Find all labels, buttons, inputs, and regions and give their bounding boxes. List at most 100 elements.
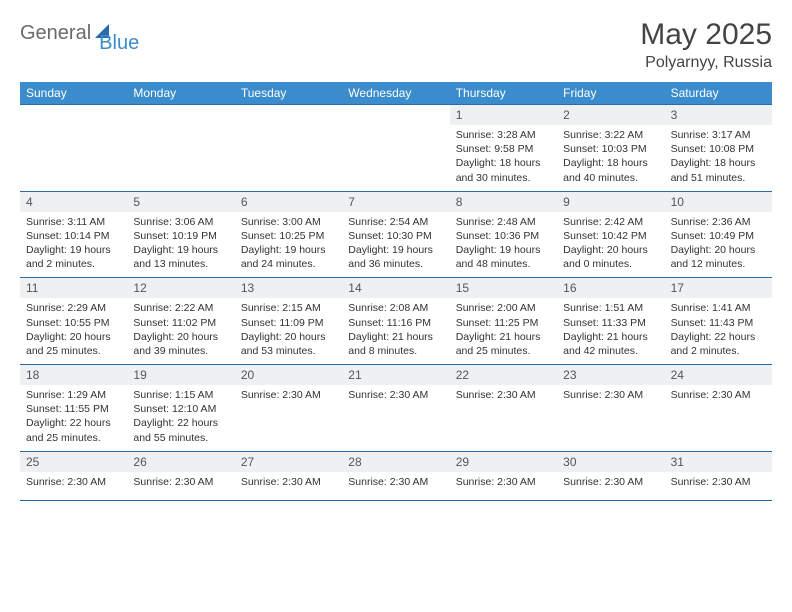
day-cell: 19Sunrise: 1:15 AMSunset: 12:10 AMDaylig… [127, 365, 234, 451]
day-cell: 17Sunrise: 1:41 AMSunset: 11:43 PMDaylig… [665, 278, 772, 364]
day-number: 11 [20, 278, 127, 298]
day-cell: 29Sunrise: 2:30 AM [450, 452, 557, 500]
day-cell: 14Sunrise: 2:08 AMSunset: 11:16 PMDaylig… [342, 278, 449, 364]
day-cell: 16Sunrise: 1:51 AMSunset: 11:33 PMDaylig… [557, 278, 664, 364]
day-number: 16 [557, 278, 664, 298]
day-number: 26 [127, 452, 234, 472]
day-number: 21 [342, 365, 449, 385]
day-cell: 28Sunrise: 2:30 AM [342, 452, 449, 500]
day-header: Wednesday [342, 82, 449, 104]
day-cell: 20Sunrise: 2:30 AM [235, 365, 342, 451]
week-row: 11Sunrise: 2:29 AMSunset: 10:55 PMDaylig… [20, 277, 772, 364]
day-number: 31 [665, 452, 772, 472]
day-body: Sunrise: 2:54 AMSunset: 10:30 PMDaylight… [342, 212, 449, 278]
day-body: Sunrise: 2:30 AM [342, 385, 449, 408]
day-number: 7 [342, 192, 449, 212]
day-header: Thursday [450, 82, 557, 104]
day-header: Tuesday [235, 82, 342, 104]
day-body: Sunrise: 2:29 AMSunset: 10:55 PMDaylight… [20, 298, 127, 364]
day-number: 14 [342, 278, 449, 298]
day-number: 15 [450, 278, 557, 298]
location: Polyarnyy, Russia [640, 54, 772, 72]
calendar: SundayMondayTuesdayWednesdayThursdayFrid… [20, 82, 772, 501]
day-number: 20 [235, 365, 342, 385]
day-body: Sunrise: 3:06 AMSunset: 10:19 PMDaylight… [127, 212, 234, 278]
day-body: Sunrise: 2:30 AM [127, 472, 234, 495]
logo-blue: Blue [99, 32, 139, 55]
day-body: Sunrise: 2:42 AMSunset: 10:42 PMDaylight… [557, 212, 664, 278]
day-body: Sunrise: 1:41 AMSunset: 11:43 PMDaylight… [665, 298, 772, 364]
day-body: Sunrise: 3:00 AMSunset: 10:25 PMDaylight… [235, 212, 342, 278]
day-cell: 12Sunrise: 2:22 AMSunset: 11:02 PMDaylig… [127, 278, 234, 364]
logo: General Blue [20, 18, 139, 45]
day-body: Sunrise: 2:30 AM [557, 385, 664, 408]
day-body: Sunrise: 3:22 AMSunset: 10:03 PMDaylight… [557, 125, 664, 191]
day-body: Sunrise: 2:30 AM [342, 472, 449, 495]
day-cell [20, 105, 127, 191]
day-cell: 15Sunrise: 2:00 AMSunset: 11:25 PMDaylig… [450, 278, 557, 364]
day-body: Sunrise: 2:30 AM [20, 472, 127, 495]
day-cell: 18Sunrise: 1:29 AMSunset: 11:55 PMDaylig… [20, 365, 127, 451]
day-cell [342, 105, 449, 191]
day-cell: 26Sunrise: 2:30 AM [127, 452, 234, 500]
day-body: Sunrise: 2:30 AM [665, 385, 772, 408]
day-cell [127, 105, 234, 191]
day-number: 28 [342, 452, 449, 472]
day-body: Sunrise: 2:30 AM [665, 472, 772, 495]
day-number: 6 [235, 192, 342, 212]
day-body: Sunrise: 3:28 AMSunset: 9:58 PMDaylight:… [450, 125, 557, 191]
day-number: 25 [20, 452, 127, 472]
day-cell: 10Sunrise: 2:36 AMSunset: 10:49 PMDaylig… [665, 192, 772, 278]
day-cell: 13Sunrise: 2:15 AMSunset: 11:09 PMDaylig… [235, 278, 342, 364]
day-number: 13 [235, 278, 342, 298]
day-cell: 9Sunrise: 2:42 AMSunset: 10:42 PMDayligh… [557, 192, 664, 278]
day-number: 3 [665, 105, 772, 125]
day-body: Sunrise: 1:29 AMSunset: 11:55 PMDaylight… [20, 385, 127, 451]
day-body: Sunrise: 2:30 AM [450, 385, 557, 408]
day-cell: 5Sunrise: 3:06 AMSunset: 10:19 PMDayligh… [127, 192, 234, 278]
day-cell [235, 105, 342, 191]
day-cell: 27Sunrise: 2:30 AM [235, 452, 342, 500]
day-cell: 1Sunrise: 3:28 AMSunset: 9:58 PMDaylight… [450, 105, 557, 191]
week-row: 1Sunrise: 3:28 AMSunset: 9:58 PMDaylight… [20, 104, 772, 191]
day-cell: 30Sunrise: 2:30 AM [557, 452, 664, 500]
day-number: 24 [665, 365, 772, 385]
day-number: 2 [557, 105, 664, 125]
day-cell: 8Sunrise: 2:48 AMSunset: 10:36 PMDayligh… [450, 192, 557, 278]
day-header-row: SundayMondayTuesdayWednesdayThursdayFrid… [20, 82, 772, 104]
bottom-rule [20, 500, 772, 501]
day-body: Sunrise: 2:30 AM [235, 385, 342, 408]
day-cell: 24Sunrise: 2:30 AM [665, 365, 772, 451]
day-header: Monday [127, 82, 234, 104]
day-header: Friday [557, 82, 664, 104]
day-number: 12 [127, 278, 234, 298]
day-cell: 25Sunrise: 2:30 AM [20, 452, 127, 500]
day-cell: 7Sunrise: 2:54 AMSunset: 10:30 PMDayligh… [342, 192, 449, 278]
day-cell: 11Sunrise: 2:29 AMSunset: 10:55 PMDaylig… [20, 278, 127, 364]
day-number: 4 [20, 192, 127, 212]
day-body: Sunrise: 2:00 AMSunset: 11:25 PMDaylight… [450, 298, 557, 364]
day-body: Sunrise: 2:48 AMSunset: 10:36 PMDaylight… [450, 212, 557, 278]
day-body: Sunrise: 2:36 AMSunset: 10:49 PMDaylight… [665, 212, 772, 278]
day-header: Sunday [20, 82, 127, 104]
day-cell: 31Sunrise: 2:30 AM [665, 452, 772, 500]
day-number: 10 [665, 192, 772, 212]
day-cell: 2Sunrise: 3:22 AMSunset: 10:03 PMDayligh… [557, 105, 664, 191]
week-row: 25Sunrise: 2:30 AM26Sunrise: 2:30 AM27Su… [20, 451, 772, 500]
day-cell: 6Sunrise: 3:00 AMSunset: 10:25 PMDayligh… [235, 192, 342, 278]
day-body: Sunrise: 2:30 AM [450, 472, 557, 495]
title-block: May 2025 Polyarnyy, Russia [640, 18, 772, 72]
day-number: 9 [557, 192, 664, 212]
day-cell: 3Sunrise: 3:17 AMSunset: 10:08 PMDayligh… [665, 105, 772, 191]
month-title: May 2025 [640, 18, 772, 52]
day-number: 23 [557, 365, 664, 385]
day-body: Sunrise: 2:30 AM [557, 472, 664, 495]
day-number: 1 [450, 105, 557, 125]
day-body: Sunrise: 2:22 AMSunset: 11:02 PMDaylight… [127, 298, 234, 364]
day-number: 30 [557, 452, 664, 472]
day-cell: 4Sunrise: 3:11 AMSunset: 10:14 PMDayligh… [20, 192, 127, 278]
day-body: Sunrise: 3:17 AMSunset: 10:08 PMDaylight… [665, 125, 772, 191]
day-number: 27 [235, 452, 342, 472]
day-body: Sunrise: 1:51 AMSunset: 11:33 PMDaylight… [557, 298, 664, 364]
day-cell: 21Sunrise: 2:30 AM [342, 365, 449, 451]
